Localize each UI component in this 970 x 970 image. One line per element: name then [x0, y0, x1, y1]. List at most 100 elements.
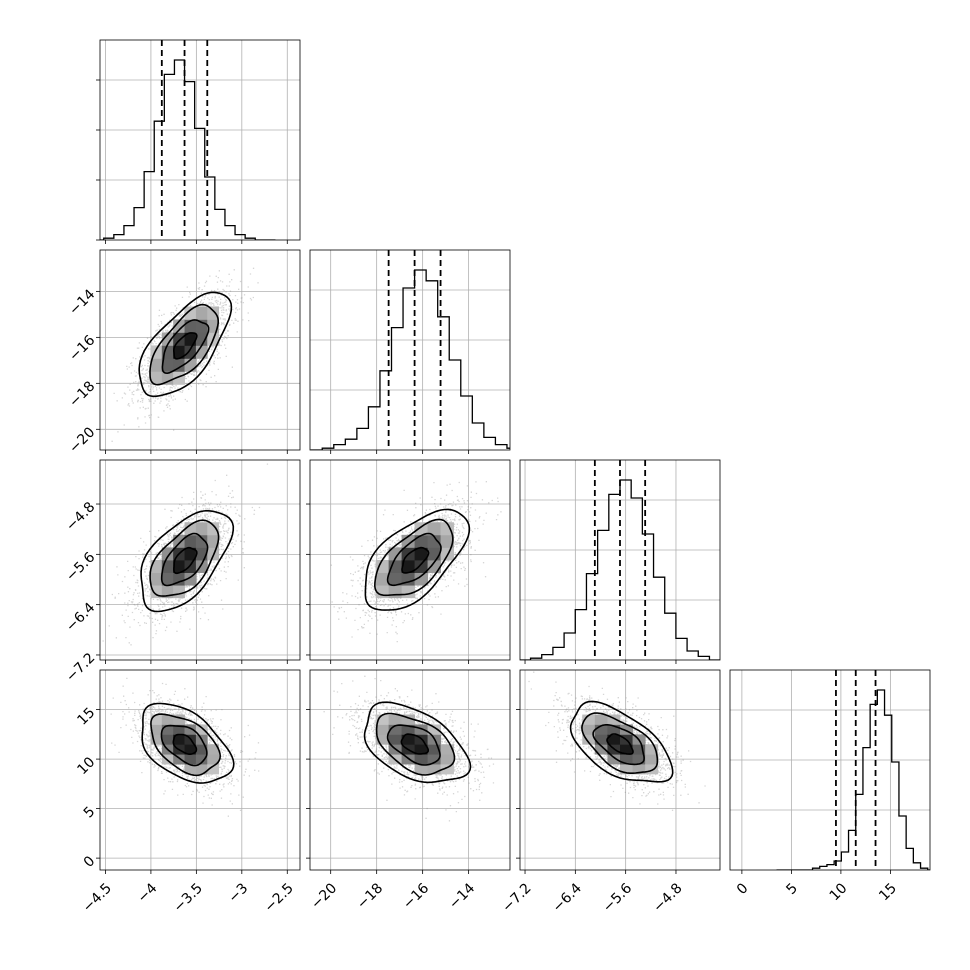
y-tick-label: −18: [66, 378, 98, 410]
density-cell: [414, 522, 428, 536]
contour-line: [581, 712, 659, 774]
density-cells: [150, 522, 220, 599]
density-cell: [207, 534, 220, 548]
density-cell: [388, 585, 403, 599]
density-cell: [173, 724, 185, 735]
y-tick-label: −4.8: [63, 499, 98, 534]
density-cell: [375, 724, 390, 735]
panel-frame: [519, 669, 721, 871]
x-tick-label: −5.6: [600, 880, 635, 915]
density-cell: [184, 547, 197, 561]
density-cell: [184, 764, 197, 775]
density-cell: [184, 358, 197, 372]
density-cell: [388, 572, 403, 586]
y-tick-label: −20: [66, 424, 98, 456]
density-cell: [414, 534, 428, 548]
y-tick-label: −6.4: [63, 600, 98, 635]
y-tick-label: 10: [74, 754, 98, 778]
panel-frame: [99, 669, 301, 871]
density-cell: [184, 724, 197, 735]
y-tick-label: 15: [74, 705, 98, 729]
density-cell: [594, 724, 608, 735]
density-cell: [388, 734, 403, 745]
density-cell: [207, 522, 220, 536]
density-cell: [150, 560, 163, 573]
density-cell: [207, 754, 220, 765]
density-cell: [414, 547, 428, 561]
density-cell: [620, 764, 633, 775]
density-cell: [607, 734, 621, 745]
density-cell: [388, 714, 403, 725]
contour-line: [172, 733, 198, 755]
panel-content: [100, 460, 300, 660]
panel-content: [310, 670, 510, 870]
contour-line: [149, 303, 219, 386]
density-cell: [173, 560, 185, 573]
density-cell: [195, 744, 208, 755]
panel-3-0: [96, 669, 301, 874]
density-cell: [375, 560, 390, 573]
density-cell: [632, 744, 646, 755]
panel-frame: [729, 669, 931, 871]
contour-line: [141, 702, 235, 784]
panel-frame: [99, 249, 301, 451]
panel-2-2: [519, 459, 721, 664]
panel-content: [310, 460, 510, 660]
density-cell: [440, 744, 454, 755]
contour-line: [592, 724, 645, 766]
density-cell: [161, 754, 174, 765]
density-cell: [594, 714, 608, 725]
y-tick-label: −7.2: [63, 650, 98, 685]
panel-content: [310, 250, 510, 450]
density-cell: [161, 714, 174, 725]
density-cell: [440, 534, 454, 548]
contour-line: [375, 712, 456, 776]
density-cell: [161, 371, 174, 385]
density-cell: [195, 332, 208, 346]
density-cell: [620, 744, 633, 755]
density-cell: [173, 714, 185, 725]
contour-line: [150, 713, 222, 777]
density-cell: [161, 572, 174, 586]
panel-frame: [309, 669, 511, 871]
density-cell: [184, 522, 197, 536]
density-cell: [195, 345, 208, 359]
contour-line: [569, 700, 674, 783]
x-tick-label: −3: [226, 880, 252, 906]
density-cell: [195, 319, 208, 333]
density-cell: [401, 585, 415, 599]
density-cell: [620, 754, 633, 765]
density-cell: [195, 547, 208, 561]
panel-1-1: [309, 249, 511, 454]
density-cell: [195, 764, 208, 775]
density-cell: [414, 764, 428, 775]
density-cell: [184, 572, 197, 586]
density-cell: [645, 744, 659, 755]
density-cell: [161, 734, 174, 745]
panel-content: [520, 670, 720, 870]
density-cell: [150, 572, 163, 586]
density-cell: [184, 345, 197, 359]
density-cell: [414, 724, 428, 735]
density-cell: [645, 754, 659, 765]
contour-line: [173, 332, 198, 360]
density-cell: [184, 754, 197, 765]
x-tick-label: 5: [783, 880, 801, 898]
density-cell: [388, 560, 403, 573]
density-cell: [173, 371, 185, 385]
density-cell: [607, 754, 621, 765]
panel-3-3: [729, 669, 931, 874]
density-cell: [375, 572, 390, 586]
density-cell: [173, 585, 185, 599]
panel-3-1: [306, 669, 511, 874]
density-cell: [150, 358, 163, 372]
panels-layer: −4.5 −4 −3.5 −3 −2.5 −20 −18 −16 −14 −7.2 −6.4 −5.6…: [63, 39, 931, 916]
density-cell: [173, 319, 185, 333]
density-cell: [440, 764, 454, 775]
x-tick-label: −4: [135, 880, 161, 906]
density-cells: [150, 306, 220, 385]
contour-line: [160, 724, 208, 767]
contour-line: [373, 518, 454, 597]
density-cell: [632, 764, 646, 775]
density-cells: [582, 714, 659, 775]
